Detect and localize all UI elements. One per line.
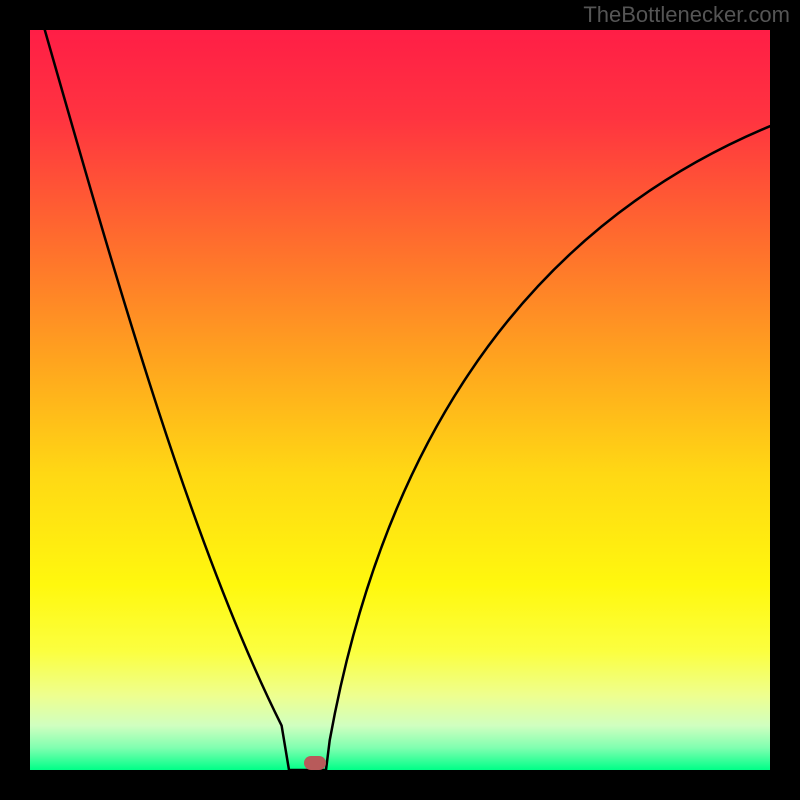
chart-frame: TheBottlenecker.com [0, 0, 800, 800]
optimal-point-marker [304, 756, 326, 770]
watermark-text: TheBottlenecker.com [583, 2, 790, 28]
bottleneck-curve [45, 30, 770, 770]
curve-layer [30, 30, 770, 770]
plot-area [30, 30, 770, 770]
